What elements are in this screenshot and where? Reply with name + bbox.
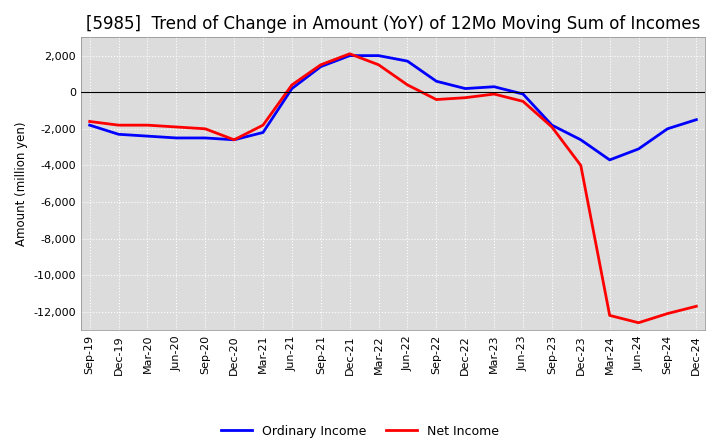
Net Income <box>432 97 441 102</box>
Net Income <box>287 82 296 88</box>
Line: Ordinary Income: Ordinary Income <box>90 55 696 160</box>
Net Income <box>606 313 614 318</box>
Ordinary Income <box>230 137 238 143</box>
Ordinary Income <box>317 64 325 69</box>
Title: [5985]  Trend of Change in Amount (YoY) of 12Mo Moving Sum of Incomes: [5985] Trend of Change in Amount (YoY) o… <box>86 15 701 33</box>
Ordinary Income <box>258 130 267 135</box>
Net Income <box>143 122 152 128</box>
Net Income <box>518 99 527 104</box>
Ordinary Income <box>577 137 585 143</box>
Net Income <box>114 122 123 128</box>
Net Income <box>86 119 94 124</box>
Net Income <box>374 62 383 67</box>
Ordinary Income <box>201 136 210 141</box>
Net Income <box>634 320 643 325</box>
Ordinary Income <box>663 126 672 132</box>
Ordinary Income <box>346 53 354 58</box>
Net Income <box>577 163 585 168</box>
Ordinary Income <box>461 86 469 91</box>
Ordinary Income <box>403 59 412 64</box>
Net Income <box>403 82 412 88</box>
Ordinary Income <box>114 132 123 137</box>
Net Income <box>490 92 498 97</box>
Ordinary Income <box>548 122 557 128</box>
Ordinary Income <box>172 136 181 141</box>
Y-axis label: Amount (million yen): Amount (million yen) <box>15 121 28 246</box>
Net Income <box>201 126 210 132</box>
Net Income <box>172 125 181 130</box>
Ordinary Income <box>606 157 614 162</box>
Net Income <box>548 125 557 130</box>
Ordinary Income <box>374 53 383 58</box>
Net Income <box>461 95 469 100</box>
Ordinary Income <box>432 79 441 84</box>
Ordinary Income <box>287 86 296 91</box>
Net Income <box>663 311 672 316</box>
Ordinary Income <box>692 117 701 122</box>
Net Income <box>346 51 354 56</box>
Net Income <box>258 122 267 128</box>
Ordinary Income <box>490 84 498 89</box>
Ordinary Income <box>634 146 643 151</box>
Net Income <box>230 137 238 143</box>
Line: Net Income: Net Income <box>90 54 696 323</box>
Net Income <box>692 304 701 309</box>
Ordinary Income <box>143 133 152 139</box>
Net Income <box>317 62 325 67</box>
Legend: Ordinary Income, Net Income: Ordinary Income, Net Income <box>216 420 504 440</box>
Ordinary Income <box>518 92 527 97</box>
Ordinary Income <box>86 122 94 128</box>
